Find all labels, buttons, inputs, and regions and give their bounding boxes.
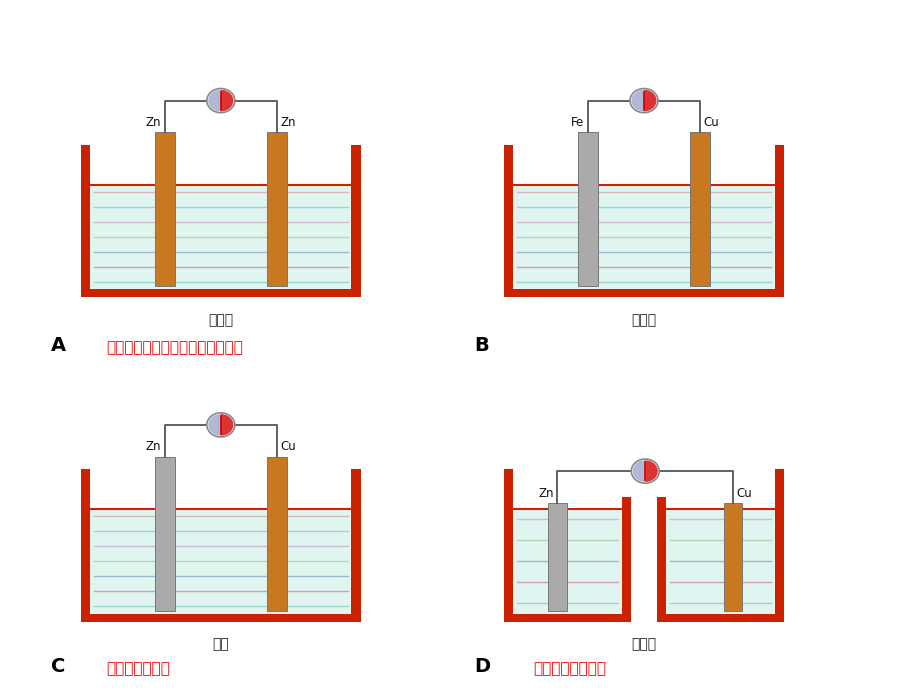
Text: 稀硫酸: 稀硫酸	[630, 313, 656, 327]
Text: A: A	[51, 336, 65, 355]
Text: Cu: Cu	[703, 116, 719, 129]
Text: B: B	[473, 336, 488, 355]
Wedge shape	[644, 460, 657, 482]
Text: Cu: Cu	[280, 440, 296, 453]
Wedge shape	[632, 460, 644, 482]
Wedge shape	[630, 90, 643, 112]
Wedge shape	[208, 414, 221, 436]
Bar	[621, 497, 630, 622]
Bar	[351, 469, 360, 622]
Text: 没有电解质溶液: 没有电解质溶液	[106, 661, 169, 676]
Bar	[504, 469, 513, 622]
Bar	[665, 509, 774, 614]
Wedge shape	[643, 90, 656, 112]
Bar	[504, 290, 783, 297]
Bar	[81, 614, 360, 622]
Wedge shape	[221, 90, 233, 112]
Bar	[351, 145, 360, 297]
Circle shape	[207, 413, 234, 437]
Text: 稀硫酸: 稀硫酸	[208, 313, 233, 327]
Text: 酒精: 酒精	[212, 638, 229, 651]
Bar	[81, 469, 90, 622]
Text: D: D	[473, 657, 490, 676]
Wedge shape	[221, 414, 233, 436]
Circle shape	[630, 88, 657, 112]
Bar	[81, 145, 90, 297]
Bar	[81, 290, 360, 297]
Bar	[513, 509, 621, 614]
Bar	[774, 145, 783, 297]
Text: 没有形成闭合回路: 没有形成闭合回路	[533, 661, 606, 676]
Bar	[774, 469, 783, 622]
Text: Zn: Zn	[538, 486, 553, 500]
Bar	[267, 457, 287, 611]
Text: Zn: Zn	[145, 440, 161, 453]
Bar	[577, 132, 597, 286]
Bar	[154, 457, 175, 611]
Bar	[656, 497, 665, 622]
Bar	[656, 614, 783, 622]
Circle shape	[630, 459, 659, 483]
Text: Zn: Zn	[145, 116, 161, 129]
Circle shape	[207, 88, 234, 112]
Bar	[513, 185, 774, 290]
Bar	[154, 132, 175, 286]
Bar	[90, 185, 351, 290]
Wedge shape	[208, 90, 221, 112]
Bar	[90, 509, 351, 614]
Bar	[504, 614, 630, 622]
Bar	[267, 132, 287, 286]
Bar	[689, 132, 709, 286]
Text: Fe: Fe	[571, 116, 584, 129]
Bar	[504, 145, 513, 297]
Bar	[723, 503, 742, 611]
Text: Zn: Zn	[280, 116, 296, 129]
Text: Cu: Cu	[736, 486, 752, 500]
Text: 没有两个活泼性不同的导体作电极: 没有两个活泼性不同的导体作电极	[106, 340, 243, 355]
Bar	[548, 503, 566, 611]
Text: C: C	[51, 657, 65, 676]
Text: 稀硫酸: 稀硫酸	[630, 638, 656, 651]
